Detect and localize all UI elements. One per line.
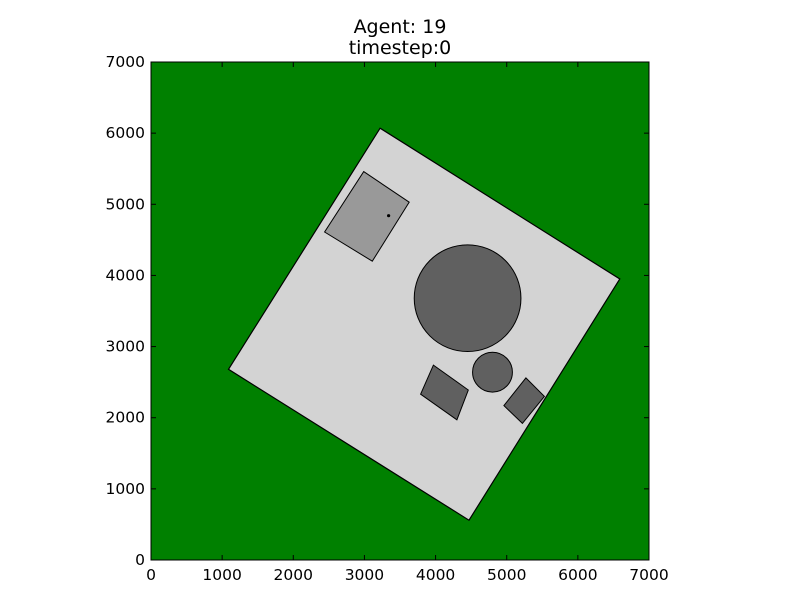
axis-ticks: 0 1000 2000 3000 4000 5000 6000 7000 0 1000 2000 30… [106, 53, 669, 584]
x-tick-label-3000: 3000 [345, 566, 384, 584]
agents [387, 214, 391, 218]
y-tick-label-6000: 6000 [106, 124, 145, 142]
obstacle-circle-1 [413, 244, 522, 353]
obstacles [413, 244, 546, 425]
x-tick-label-4000: 4000 [416, 566, 455, 584]
chart-title-line2: timestep:0 [349, 37, 452, 59]
y-tick-label-3000: 3000 [106, 338, 145, 356]
start-zone [323, 170, 410, 262]
x-tick-label-7000: 7000 [629, 566, 668, 584]
y-tick-label-2000: 2000 [106, 409, 145, 427]
x-tick-label-5000: 5000 [487, 566, 526, 584]
y-tick-label-7000: 7000 [106, 53, 145, 71]
y-tick-label-0: 0 [135, 551, 145, 569]
chart-title-line1: Agent: 19 [354, 16, 447, 38]
y-tick-label-4000: 4000 [106, 266, 145, 284]
x-tick-label-6000: 6000 [558, 566, 597, 584]
obstacle-circle-2 [472, 351, 513, 393]
y-tick-label-5000: 5000 [106, 195, 145, 213]
y-tick-label-1000: 1000 [106, 480, 145, 498]
obstacle-box-4 [503, 377, 546, 425]
x-tick-label-2000: 2000 [274, 566, 313, 584]
plot-frame [150, 61, 650, 561]
obstacle-box-3 [419, 364, 469, 421]
agent-19-marker [387, 214, 391, 218]
x-tick-label-0: 0 [146, 566, 156, 584]
x-tick-label-1000: 1000 [202, 566, 241, 584]
